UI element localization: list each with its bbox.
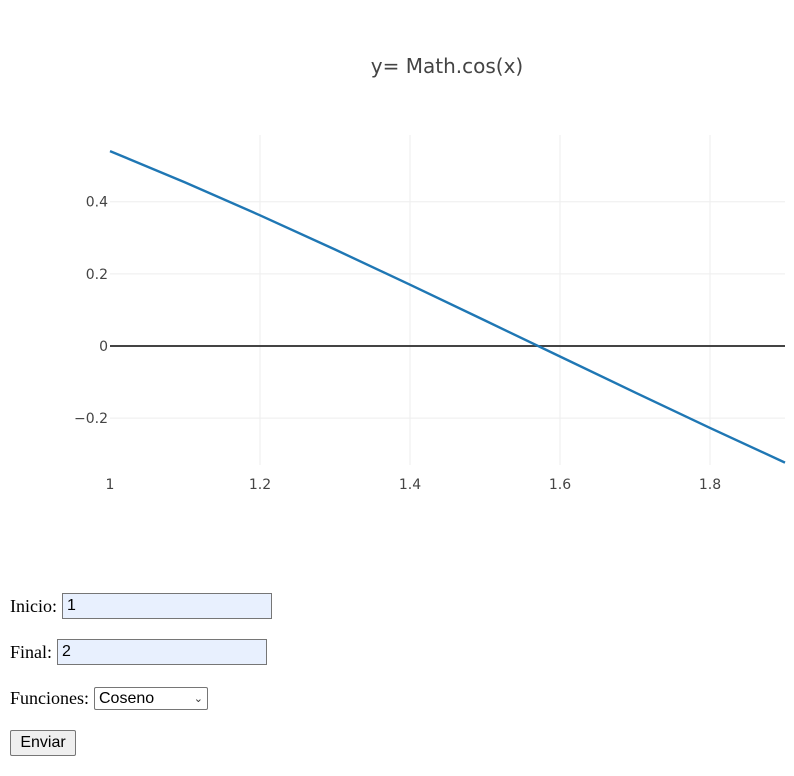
funciones-label: Funciones:: [10, 688, 89, 708]
submit-button[interactable]: Enviar: [10, 730, 76, 756]
inicio-row: Inicio:: [10, 593, 272, 619]
x-tick-label: 1: [106, 477, 115, 493]
line-chart: 1 1.2 1.4 1.6 1.8 0.4 0.2 0 −0.2 y= Math.cos(x): [74, 54, 786, 493]
x-tick-label: 1.6: [549, 477, 571, 493]
y-tick-label: −0.2: [74, 411, 108, 427]
tick-labels-layer: 1 1.2 1.4 1.6 1.8 0.4 0.2 0 −0.2: [74, 195, 721, 493]
grid-layer: [110, 135, 785, 465]
x-tick-label: 1.8: [699, 477, 721, 493]
y-tick-label: 0.2: [86, 267, 108, 283]
y-tick-label: 0: [99, 339, 108, 355]
series-line: [109, 149, 786, 464]
inicio-label: Inicio:: [10, 595, 57, 616]
chart-title: y= Math.cos(x): [371, 54, 523, 78]
funciones-select[interactable]: Coseno ⌄: [94, 687, 208, 710]
y-tick-label: 0.4: [86, 195, 108, 211]
chevron-down-icon: ⌄: [193, 693, 203, 705]
x-tick-label: 1.2: [249, 477, 271, 493]
funciones-row: Funciones: Coseno ⌄: [10, 687, 208, 710]
final-input[interactable]: [57, 639, 268, 665]
final-label: Final:: [10, 641, 53, 662]
funciones-selected-value: Coseno: [99, 689, 155, 707]
x-tick-label: 1.4: [399, 477, 421, 493]
plot-container: 1 1.2 1.4 1.6 1.8 0.4 0.2 0 −0.2 y= Math.cos(x): [74, 54, 786, 493]
inicio-input[interactable]: [62, 593, 272, 619]
final-row: Final:: [10, 639, 268, 665]
series-layer: [109, 149, 786, 464]
